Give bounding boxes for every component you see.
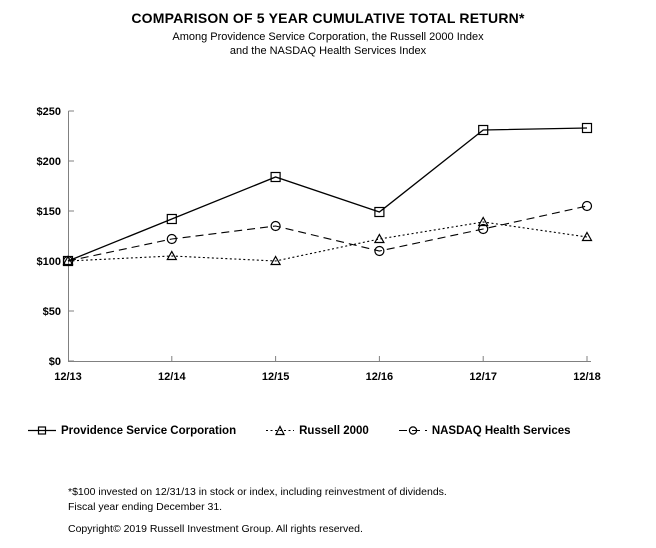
legend-square-line-icon: [28, 426, 56, 435]
chart-title: COMPARISON OF 5 YEAR CUMULATIVE TOTAL RE…: [131, 10, 525, 26]
x-axis-tick-label: 12/16: [366, 371, 394, 383]
legend-circle-marker: [408, 426, 418, 435]
legend-label-nasdaq-health-services: NASDAQ Health Services: [431, 424, 571, 437]
series-line-providence-service-corporation: [67, 127, 588, 262]
y-axis-tick-label: $100: [37, 256, 61, 268]
circle-marker: [62, 255, 74, 267]
chart-legend: Providence Service Corporation Russell 20…: [28, 424, 571, 437]
triangle-marker: [62, 255, 74, 266]
x-axis-tick-label: 12/14: [158, 371, 186, 383]
legend-item-nasdaq-health-services: NASDAQ Health Services: [398, 424, 571, 437]
chart-plot-area: $0 $50 $100 $150 $200 $250 12/13 12/14 12/15 12/1…: [37, 106, 601, 383]
circle-marker: [581, 200, 593, 212]
square-marker: [374, 206, 385, 218]
square-marker: [166, 213, 177, 225]
x-axis-tick-label: 12/13: [54, 371, 82, 383]
triangle-marker: [166, 250, 178, 261]
y-axis-tick-label: $150: [37, 206, 61, 218]
series-russell-2000: [67, 221, 588, 262]
y-axis-tick-label: $0: [49, 356, 61, 368]
series-providence-service-corporation: [67, 127, 588, 262]
chart-subtitle-line1: Among Providence Service Corporation, th…: [172, 31, 484, 43]
series-line-russell-2000: [67, 221, 588, 262]
chart-footnotes: *$100 invested on 12/31/13 in stock or i…: [68, 485, 447, 514]
legend-square-marker: [37, 426, 47, 435]
y-axis-tick-label: $250: [37, 106, 61, 118]
triangle-marker: [373, 233, 385, 244]
circle-marker: [166, 233, 177, 245]
copyright-notice: Copyright© 2019 Russell Investment Group…: [68, 523, 363, 535]
legend-triangle-line-icon: [266, 425, 295, 436]
triangle-marker: [477, 216, 489, 227]
legend-item-providence-service-corporation: Providence Service Corporation: [28, 424, 236, 437]
chart-subtitle-line2: and the NASDAQ Health Services Index: [229, 45, 427, 57]
triangle-marker: [581, 231, 593, 242]
series-markers-nasdaq-health-services: [62, 200, 593, 267]
circle-marker: [478, 223, 489, 235]
series-markers-russell-2000: [62, 216, 593, 266]
y-axis-tick-label: $200: [37, 156, 61, 168]
triangle-marker: [270, 255, 282, 266]
square-marker: [478, 124, 489, 136]
x-axis-tick-label: 12/15: [262, 371, 290, 383]
legend-item-russell-2000: Russell 2000: [266, 424, 369, 437]
circle-marker: [270, 220, 281, 232]
legend-circle-line-icon: [398, 426, 427, 435]
square-marker: [270, 171, 281, 183]
series-nasdaq-health-services: [67, 205, 588, 262]
series-line-nasdaq-health-services: [67, 205, 588, 262]
chart-subtitle: Among Providence Service Corporation, th…: [0, 30, 656, 58]
x-axis-tick-label: 12/17: [469, 371, 497, 383]
legend-label-providence-service-corporation: Providence Service Corporation: [61, 424, 237, 437]
footnote-invested: *$100 invested on 12/31/13 in stock or i…: [68, 486, 447, 498]
footnote-fiscal-year: Fiscal year ending December 31.: [68, 500, 223, 513]
legend-label-russell-2000: Russell 2000: [299, 424, 369, 437]
circle-marker: [374, 245, 385, 257]
square-marker: [581, 122, 593, 134]
legend-triangle-marker: [275, 425, 286, 436]
y-axis-tick-label: $50: [43, 306, 61, 318]
x-axis-tick-label: 12/18: [573, 371, 601, 383]
